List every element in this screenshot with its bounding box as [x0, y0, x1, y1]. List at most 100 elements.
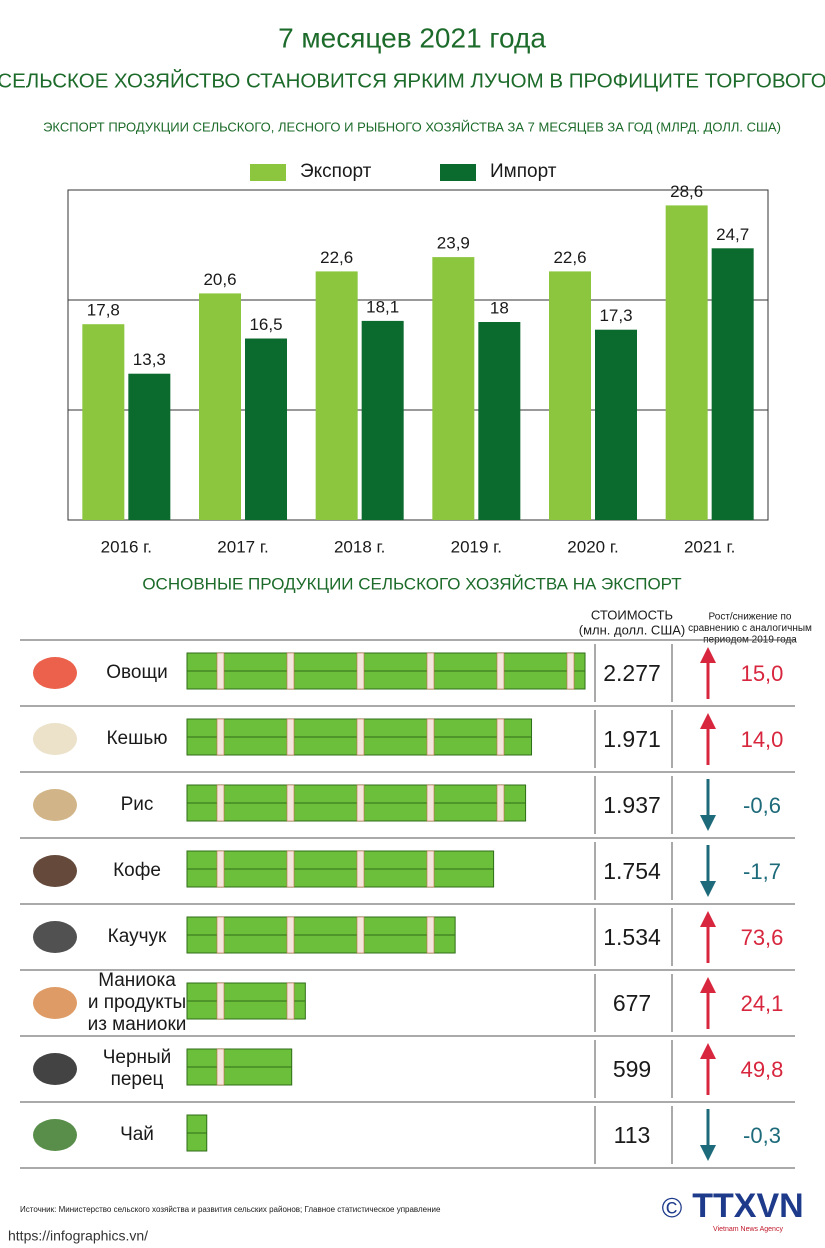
- money-band: [426, 850, 435, 888]
- logo-subtitle: Vietnam News Agency: [713, 1226, 783, 1233]
- money-stack: [186, 784, 527, 822]
- value-label: 17,3: [599, 306, 632, 325]
- trend-arrow: [700, 977, 716, 1029]
- product-icon: [33, 921, 77, 953]
- value-label: 28,6: [670, 182, 703, 201]
- money-band: [496, 718, 505, 756]
- trend-arrow: [700, 647, 716, 699]
- trend-arrow: [700, 1043, 716, 1095]
- value-header: СТОИМОСТЬ (млн. долл. США): [579, 608, 685, 638]
- trend-arrow: [700, 845, 716, 897]
- legend-label: Импорт: [490, 161, 557, 182]
- money-band: [426, 652, 435, 690]
- value-label: 1.971: [603, 726, 661, 752]
- product-icon: [33, 1119, 77, 1151]
- value-label: 20,6: [203, 270, 236, 289]
- product-icon: [33, 987, 77, 1019]
- bar: [128, 373, 171, 520]
- bar: [432, 257, 475, 520]
- subtitle: СЕЛЬСКОЕ ХОЗЯЙСТВО СТАНОВИТСЯ ЯРКИМ ЛУЧО…: [0, 68, 825, 92]
- money-band: [356, 718, 365, 756]
- arrow-head: [700, 815, 716, 831]
- money-band: [426, 916, 435, 954]
- money-band: [216, 784, 225, 822]
- product-icon: [33, 789, 77, 821]
- product-name: Кешью: [106, 728, 167, 749]
- x-tick-label: 2020 г.: [567, 537, 618, 556]
- product-name: Черный перец: [103, 1047, 172, 1090]
- product-name: Каучук: [108, 926, 167, 947]
- title: 7 месяцев 2021 года: [278, 22, 546, 53]
- money-band: [216, 652, 225, 690]
- money-band: [426, 718, 435, 756]
- money-band: [356, 652, 365, 690]
- money-band: [566, 652, 575, 690]
- x-tick-label: 2016 г.: [101, 537, 152, 556]
- money-band: [286, 982, 295, 1020]
- arrow-head: [700, 647, 716, 663]
- product-icon: [33, 657, 77, 689]
- chart-title: ЭКСПОРТ ПРОДУКЦИИ СЕЛЬСКОГО, ЛЕСНОГО И Р…: [43, 119, 781, 134]
- money-stack: [186, 982, 306, 1020]
- plot-frame: [67, 189, 769, 521]
- change-label: 15,0: [741, 661, 784, 686]
- section-title: ОСНОВНЫЕ ПРОДУКЦИИ СЕЛЬСКОГО ХОЗЯЙСТВА Н…: [142, 574, 681, 593]
- value-label: 13,3: [133, 350, 166, 369]
- value-label: 113: [614, 1122, 651, 1148]
- money-band: [496, 784, 505, 822]
- bar: [199, 293, 241, 520]
- value-label: 23,9: [437, 234, 470, 253]
- change-label: -0,6: [743, 793, 781, 818]
- money-band: [356, 850, 365, 888]
- money-band: [286, 652, 295, 690]
- money-band: [496, 652, 505, 690]
- money-band: [356, 916, 365, 954]
- value-label: 24,7: [716, 225, 749, 244]
- money-stack: [186, 652, 586, 690]
- value-label: 18,1: [366, 297, 399, 316]
- source: Источник: Министерство сельского хозяйст…: [20, 1205, 441, 1214]
- money-band: [216, 850, 225, 888]
- value-label: 2.277: [603, 660, 661, 686]
- money-band: [286, 850, 295, 888]
- product-name: Маниока и продукты из маниоки: [88, 970, 187, 1035]
- trend-arrow: [700, 911, 716, 963]
- trend-arrow: [700, 713, 716, 765]
- bar: [361, 320, 404, 520]
- value-label: 16,5: [249, 315, 282, 334]
- money-band: [356, 784, 365, 822]
- arrow-head: [700, 713, 716, 729]
- product-name: Чай: [120, 1124, 154, 1145]
- money-band: [426, 784, 435, 822]
- logo: TTXVN: [692, 1187, 803, 1225]
- money-stack: [186, 718, 533, 756]
- product-icon: [33, 1053, 77, 1085]
- url[interactable]: https://infographics.vn/: [8, 1228, 148, 1244]
- legend-swatch: [440, 164, 476, 181]
- arrow-head: [700, 977, 716, 993]
- change-label: 24,1: [741, 991, 784, 1016]
- money-band: [286, 784, 295, 822]
- value-label: 22,6: [320, 248, 353, 267]
- x-tick-label: 2017 г.: [217, 537, 268, 556]
- bar: [549, 271, 591, 520]
- value-label: 22,6: [553, 248, 586, 267]
- value-label: 599: [613, 1056, 651, 1082]
- trend-arrow: [700, 779, 716, 831]
- product-icon: [33, 723, 77, 755]
- value-label: 18: [490, 298, 509, 317]
- bar: [315, 271, 358, 520]
- trend-arrow: [700, 1109, 716, 1161]
- legend-swatch: [250, 164, 286, 181]
- change-label: -0,3: [743, 1123, 781, 1148]
- money-stack: [186, 1048, 293, 1086]
- x-tick-label: 2021 г.: [684, 537, 735, 556]
- money-band: [286, 718, 295, 756]
- product-name: Кофе: [113, 860, 161, 881]
- arrow-head: [700, 881, 716, 897]
- arrow-head: [700, 911, 716, 927]
- money-stack: [186, 916, 456, 954]
- x-tick-label: 2019 г.: [451, 537, 502, 556]
- money-band: [286, 916, 295, 954]
